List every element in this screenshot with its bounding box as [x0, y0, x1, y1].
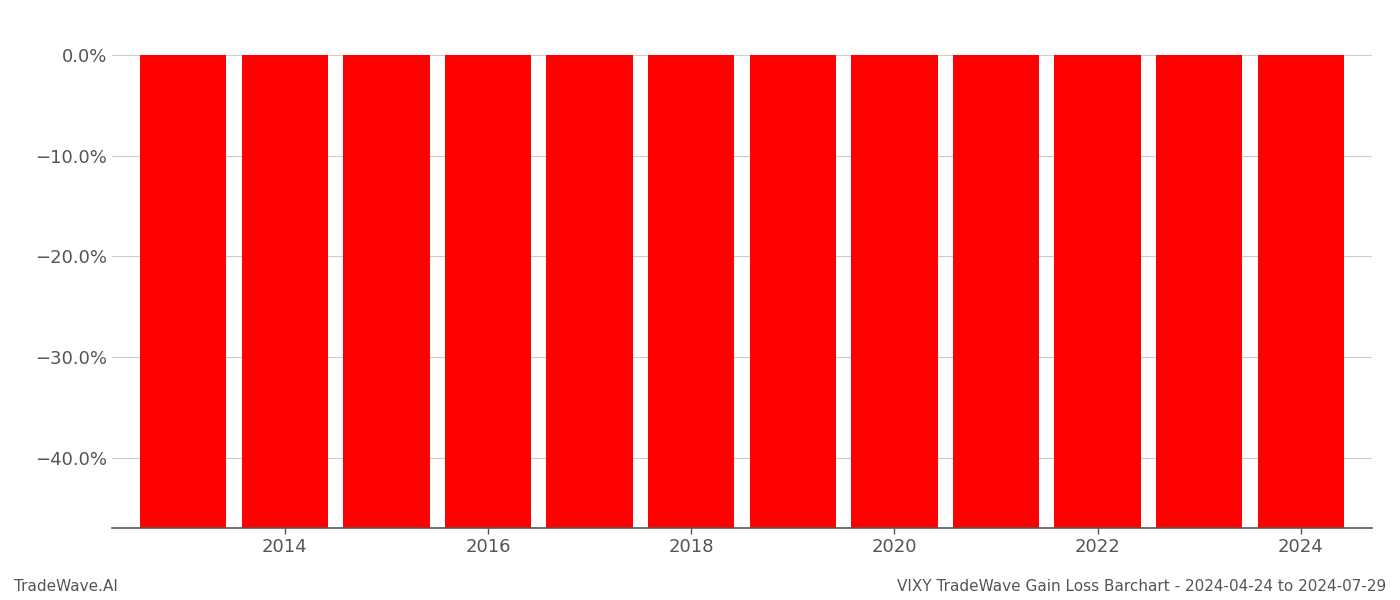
Text: VIXY TradeWave Gain Loss Barchart - 2024-04-24 to 2024-07-29: VIXY TradeWave Gain Loss Barchart - 2024…	[897, 579, 1386, 594]
Text: TradeWave.AI: TradeWave.AI	[14, 579, 118, 594]
Bar	[445, 55, 531, 600]
Bar	[749, 55, 836, 600]
Bar	[343, 55, 430, 600]
Bar	[546, 55, 633, 600]
Bar	[953, 55, 1039, 600]
Bar	[1257, 55, 1344, 600]
Bar	[1054, 55, 1141, 600]
Bar	[242, 55, 328, 600]
Bar	[140, 55, 227, 600]
Bar	[851, 55, 938, 600]
Bar	[1156, 55, 1242, 600]
Bar	[648, 55, 735, 600]
